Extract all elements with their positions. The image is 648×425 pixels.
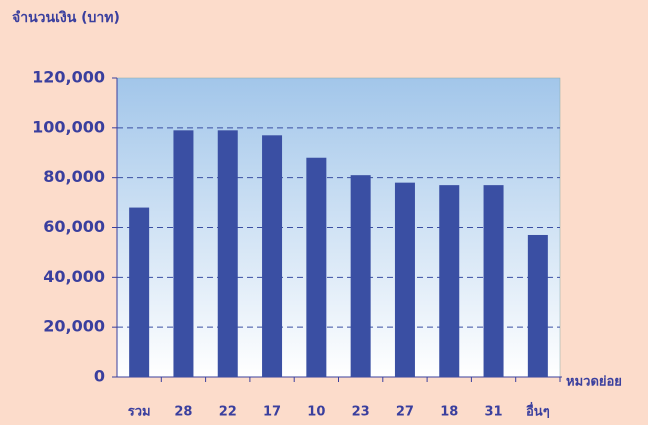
y-tick-label: 40,000 xyxy=(43,267,105,286)
x-tick-label: 27 xyxy=(396,405,414,420)
bar xyxy=(129,207,150,377)
x-tick-label: 22 xyxy=(219,405,237,420)
y-axis-title: จำนวนเงิน (บาท) xyxy=(12,10,120,26)
y-tick-label: 60,000 xyxy=(43,217,105,236)
x-tick-label: รวม xyxy=(128,405,151,420)
y-tick-label: 100,000 xyxy=(32,117,105,136)
bar xyxy=(439,185,460,377)
bar xyxy=(483,185,504,377)
y-tick-label: 80,000 xyxy=(43,167,105,186)
bar xyxy=(394,182,415,377)
x-tick-label: 28 xyxy=(174,405,192,420)
bar xyxy=(262,135,283,377)
x-tick-label: อื่นๆ xyxy=(526,402,550,420)
bar xyxy=(527,234,548,377)
bar xyxy=(306,157,327,377)
bar xyxy=(173,130,194,377)
bar xyxy=(350,175,371,377)
x-tick-label: 17 xyxy=(263,405,281,420)
x-tick-label: 23 xyxy=(352,405,370,420)
x-tick-label: 10 xyxy=(307,405,325,420)
x-tick-label: 18 xyxy=(440,405,458,420)
y-tick-label: 0 xyxy=(94,367,105,386)
y-tick-label: 20,000 xyxy=(43,317,105,336)
x-tick-label: 31 xyxy=(485,405,503,420)
x-axis-title: หมวดย่อย xyxy=(566,375,622,390)
y-tick-label: 120,000 xyxy=(32,68,105,87)
bar xyxy=(217,130,238,377)
